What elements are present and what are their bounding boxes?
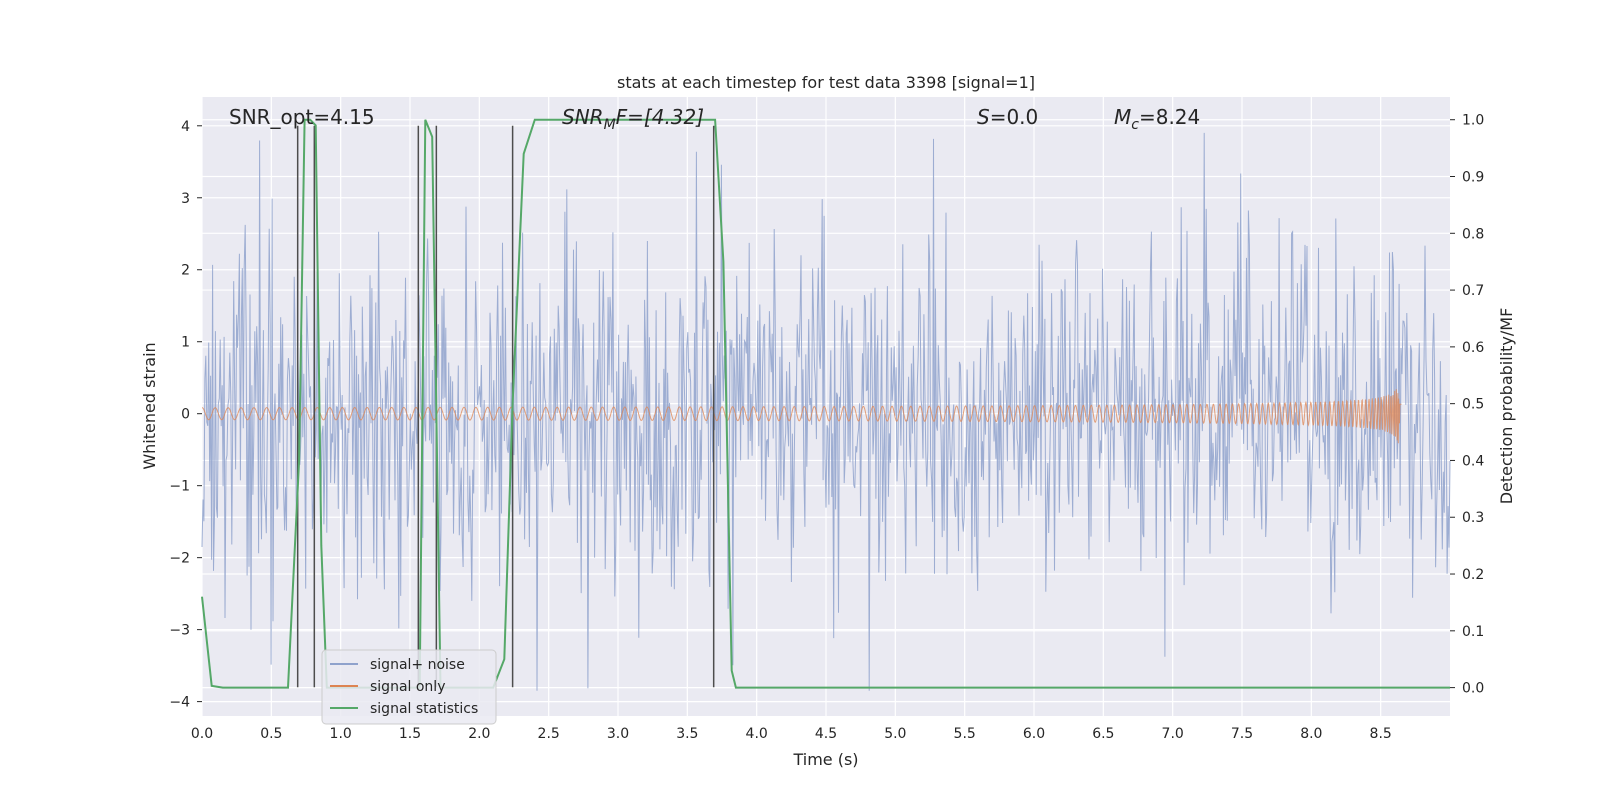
y-tick-label-right: 0.5 [1462,397,1484,413]
y-tick-label-right: 0.6 [1462,340,1484,356]
x-tick-label: 0.5 [260,726,282,742]
x-tick-label: 8.0 [1300,726,1322,742]
y-tick-label-right: 0.2 [1462,567,1484,583]
annotation-snr-mf-main: SNR [562,105,604,129]
y-tick-label-left: −3 [169,623,190,639]
y-tick-label-right: 0.9 [1462,170,1484,186]
y-ticks-right: 0.0 0.1 0.2 0.3 0.4 0.5 0.6 0.7 0.8 0.9 1.0 [1450,113,1484,697]
y-tick-label-right: 0.0 [1462,681,1484,697]
x-tick-label: 2.0 [468,726,490,742]
y-tick-label-right: 0.3 [1462,510,1484,526]
y-tick-label-left: 3 [181,191,190,207]
y-tick-label-right: 0.4 [1462,453,1484,469]
annotation-snr-mf-sub: M [604,117,616,133]
annotation-snr-mf-rest: F=[4.32] [616,105,704,129]
legend-label-signal-only: signal only [370,679,445,695]
y-tick-label-left: 1 [181,335,190,351]
x-tick-label: 6.0 [1023,726,1045,742]
x-tick-label: 7.5 [1231,726,1253,742]
y-ticks-left: −4 −3 −2 −1 0 1 2 3 4 [169,119,202,711]
y-tick-label-left: −4 [169,695,190,711]
y-tick-label-right: 1.0 [1462,113,1484,129]
x-tick-label: 0.0 [191,726,213,742]
series-signal-noise [201,132,1451,691]
x-tick-label: 3.5 [676,726,698,742]
x-tick-label: 4.0 [746,726,768,742]
x-tick-label: 8.5 [1370,726,1392,742]
y-tick-label-left: −2 [169,551,190,567]
x-tick-label: 6.5 [1092,726,1114,742]
x-tick-label: 1.0 [330,726,352,742]
annotation-snr-mf: SNRMF=[4.32] [562,105,704,133]
legend-label-signal-noise: signal+ noise [370,657,465,673]
x-tick-label: 5.5 [954,726,976,742]
line-signal-only [202,389,1402,444]
y-tick-label-right: 0.7 [1462,283,1484,299]
x-tick-label: 2.5 [538,726,560,742]
x-ticks: 0.0 0.5 1.0 1.5 2.0 2.5 3.0 3.5 4.0 4.5 5.0 5.5 6.0 6… [191,726,1392,742]
legend-item-signal-noise: signal+ noise [330,657,465,673]
legend-item-signal-only: signal only [330,679,445,695]
line-signal-noise [201,132,1451,691]
y-tick-label-left: 2 [181,263,190,279]
y-axis-label-left: Whitened strain [140,342,159,469]
x-tick-label: 7.0 [1162,726,1184,742]
y-tick-label-left: 0 [181,407,190,423]
legend: signal+ noise signal only signal statist… [321,649,497,725]
annotation-s: S=0.0 [977,105,1038,129]
legend-item-signal-statistics: signal statistics [330,701,478,717]
x-tick-label: 5.0 [884,726,906,742]
annotation-snr-opt: SNR_opt=4.15 [229,105,375,129]
legend-label-signal-statistics: signal statistics [370,701,478,717]
x-tick-label: 3.0 [607,726,629,742]
x-axis-label: Time (s) [792,750,858,769]
y-tick-label-right: 0.1 [1462,624,1484,640]
series-signal-only [202,389,1402,444]
annotation-mc: Mc=8.24 [1114,105,1200,133]
chart-title: stats at each timestep for test data 339… [617,73,1035,92]
x-tick-label: 1.5 [399,726,421,742]
x-tick-label: 4.5 [815,726,837,742]
y-tick-label-right: 0.8 [1462,226,1484,242]
y-axis-label-right: Detection probability/MF [1497,308,1516,505]
y-tick-label-left: 4 [181,119,190,135]
legend-box [321,649,497,725]
y-tick-label-left: −1 [169,479,190,495]
